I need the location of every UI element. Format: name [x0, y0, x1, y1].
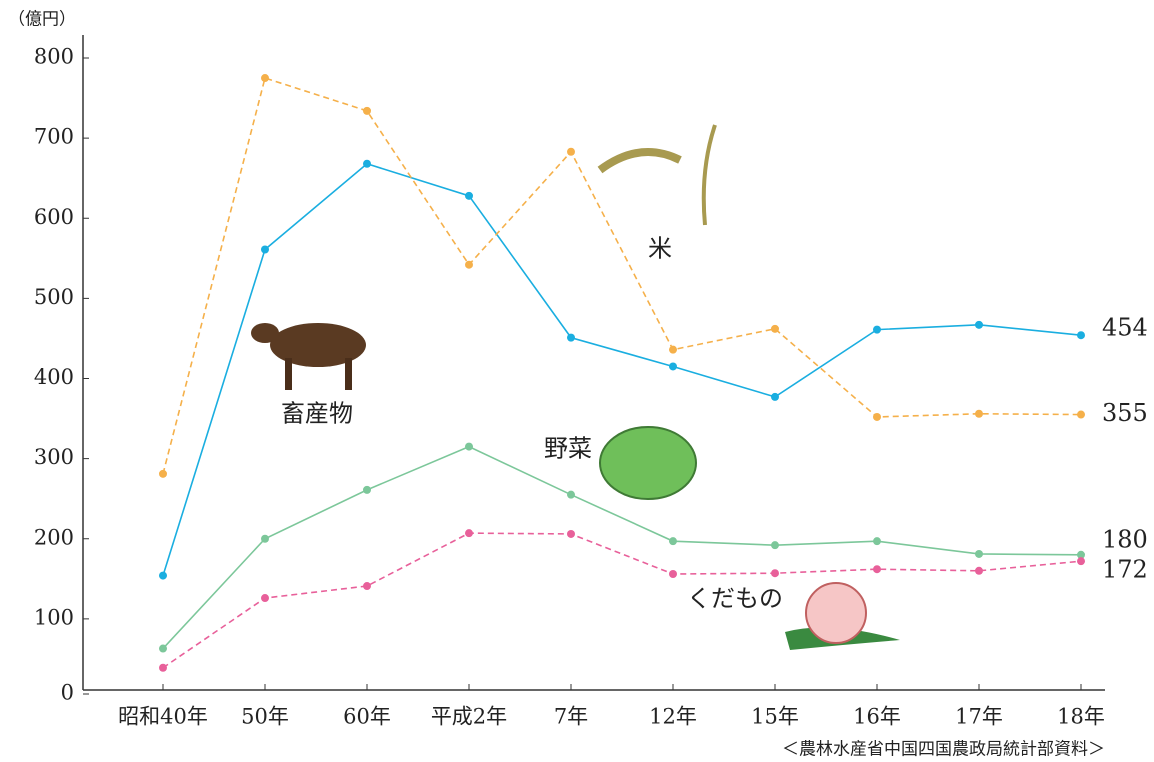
x-tick-label: 60年 [343, 705, 391, 729]
data-point [669, 570, 677, 579]
y-tick-label: 200 [34, 525, 74, 549]
data-point [363, 106, 371, 115]
data-point [159, 571, 167, 580]
y-tick-label: 400 [34, 365, 74, 389]
data-point [159, 644, 167, 653]
x-tick-label: 平成2年 [431, 705, 507, 729]
data-point [465, 191, 473, 200]
data-point [771, 392, 779, 401]
end-value-label: 355 [1102, 399, 1148, 427]
x-tick-label: 50年 [241, 705, 289, 729]
data-point [465, 529, 473, 538]
y-tick-label: 600 [34, 205, 74, 229]
y-tick-label: 300 [34, 445, 74, 469]
data-point [465, 260, 473, 269]
cabbage-illustration [599, 426, 697, 500]
data-point [363, 582, 371, 591]
data-point [1077, 410, 1085, 419]
data-point [261, 245, 269, 254]
y-unit: （億円） [8, 10, 76, 30]
x-tick-label: 昭和40年 [118, 705, 208, 729]
rice-illustration [597, 124, 717, 226]
data-point [771, 541, 779, 550]
y-tick-label: 0 [61, 681, 74, 705]
data-point [669, 362, 677, 371]
data-point [669, 345, 677, 354]
source-note: ＜農林水産省中国四国農政局統計部資料＞ [782, 740, 1105, 760]
series-line [162, 162, 1082, 576]
data-point [975, 320, 983, 329]
data-point [465, 442, 473, 451]
data-point [567, 529, 575, 538]
series-line [162, 445, 1082, 650]
data-point [771, 569, 779, 578]
data-point [873, 325, 881, 334]
y-tick-label: 500 [34, 285, 74, 309]
x-tick-label: 15年 [751, 705, 799, 729]
end-value-label: 454 [1102, 314, 1148, 342]
data-point [363, 485, 371, 494]
data-point [873, 537, 881, 546]
data-point [771, 324, 779, 333]
data-point [363, 159, 371, 168]
peach-illustration [785, 582, 900, 650]
series-line [162, 532, 1082, 669]
data-point [873, 412, 881, 421]
data-point [261, 594, 269, 603]
x-tick-label: 16年 [853, 705, 901, 729]
data-point [975, 409, 983, 418]
y-tick-label: 800 [34, 45, 74, 69]
series-line [162, 77, 1082, 475]
series-name-label: 畜産物 [281, 400, 353, 428]
data-point [261, 534, 269, 543]
data-point [567, 490, 575, 499]
data-point [975, 549, 983, 558]
data-point [669, 537, 677, 546]
data-point [159, 663, 167, 672]
data-point [1077, 331, 1085, 340]
data-point [1077, 550, 1085, 559]
data-point [567, 333, 575, 342]
x-tick-label: 18年 [1057, 705, 1105, 729]
y-tick-label: 700 [34, 125, 74, 149]
series-name-label: くだもの [687, 585, 783, 613]
series-name-label: 野菜 [544, 435, 592, 463]
x-tick-label: 7年 [554, 705, 588, 729]
data-point [159, 469, 167, 478]
x-tick-label: 17年 [955, 705, 1003, 729]
end-value-label: 180 [1102, 525, 1148, 553]
data-point [567, 147, 575, 156]
y-tick-label: 100 [34, 605, 74, 629]
series-name-label: 米 [648, 235, 672, 263]
data-point [1077, 557, 1085, 566]
x-tick-label: 12年 [649, 705, 697, 729]
cow-illustration [251, 323, 366, 390]
data-point [873, 565, 881, 574]
data-point [261, 74, 269, 83]
end-value-label: 172 [1102, 556, 1148, 584]
data-point [975, 566, 983, 575]
